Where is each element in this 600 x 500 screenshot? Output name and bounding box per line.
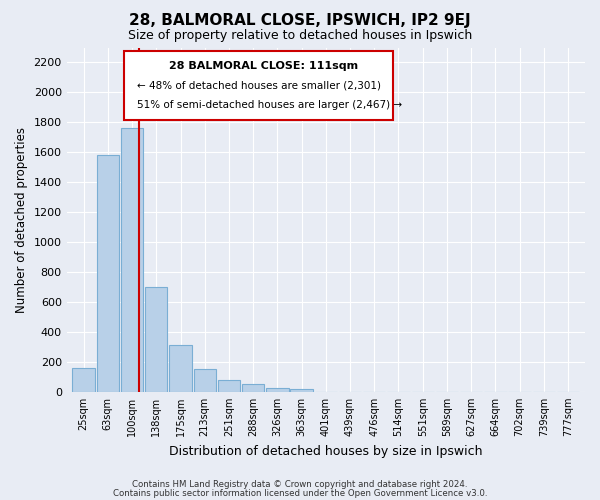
Text: ← 48% of detached houses are smaller (2,301): ← 48% of detached houses are smaller (2,… — [137, 80, 380, 90]
Bar — [145, 287, 167, 392]
Text: 51% of semi-detached houses are larger (2,467) →: 51% of semi-detached houses are larger (… — [137, 100, 402, 110]
Bar — [121, 128, 143, 392]
Bar — [218, 380, 240, 392]
Text: 28, BALMORAL CLOSE, IPSWICH, IP2 9EJ: 28, BALMORAL CLOSE, IPSWICH, IP2 9EJ — [129, 12, 471, 28]
X-axis label: Distribution of detached houses by size in Ipswich: Distribution of detached houses by size … — [169, 444, 482, 458]
Bar — [266, 388, 289, 392]
Bar — [194, 368, 216, 392]
Text: 28 BALMORAL CLOSE: 111sqm: 28 BALMORAL CLOSE: 111sqm — [169, 60, 358, 70]
Bar — [242, 384, 265, 392]
Text: Contains public sector information licensed under the Open Government Licence v3: Contains public sector information licen… — [113, 488, 487, 498]
Text: Contains HM Land Registry data © Crown copyright and database right 2024.: Contains HM Land Registry data © Crown c… — [132, 480, 468, 489]
Bar — [73, 368, 95, 392]
FancyBboxPatch shape — [124, 51, 393, 120]
Text: Size of property relative to detached houses in Ipswich: Size of property relative to detached ho… — [128, 29, 472, 42]
Bar — [97, 156, 119, 392]
Bar — [290, 389, 313, 392]
Bar — [169, 346, 191, 392]
Y-axis label: Number of detached properties: Number of detached properties — [15, 126, 28, 312]
